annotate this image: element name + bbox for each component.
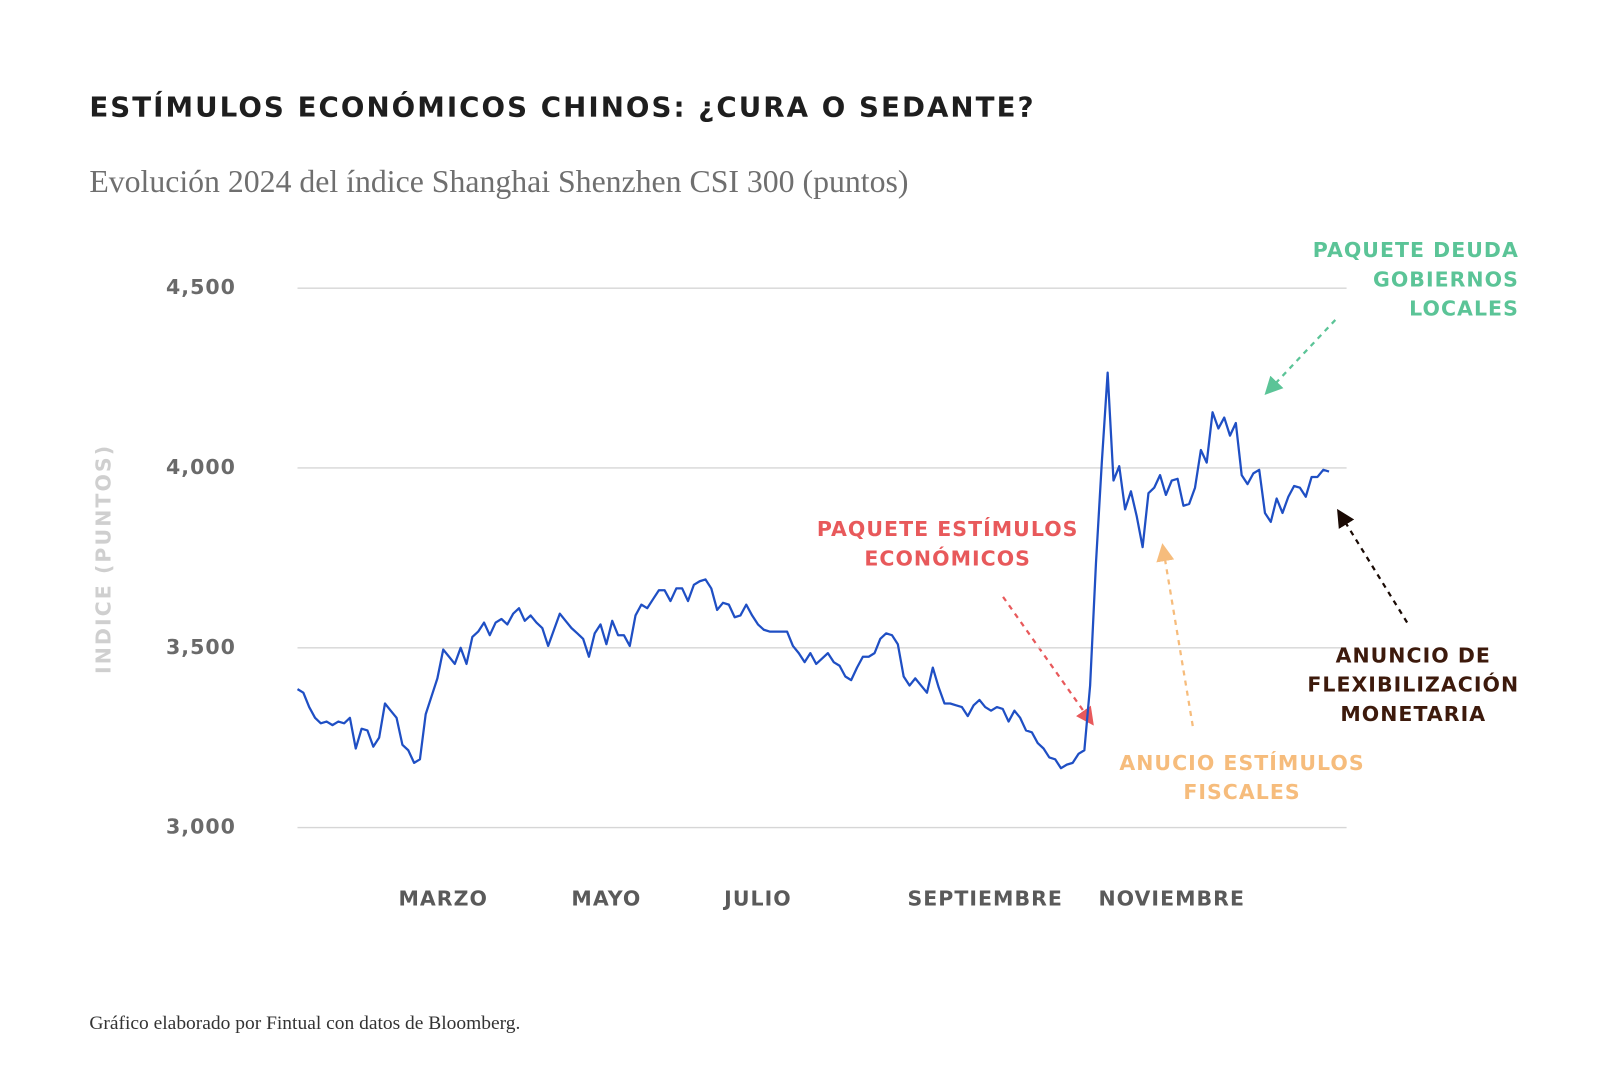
annotation: ECONÓMICOS — [864, 545, 1031, 570]
chart-title: ESTÍMULOS ECONÓMICOS CHINOS: ¿CURA O SED… — [89, 90, 1035, 124]
y-tick-label: 3,000 — [166, 815, 236, 839]
y-tick-label: 4,500 — [166, 275, 236, 299]
y-tick-label: 3,500 — [166, 635, 236, 659]
x-tick-label: MAYO — [571, 886, 641, 910]
arrows — [1002, 319, 1409, 727]
x-tick-label: JULIO — [722, 886, 792, 910]
arrow — [1156, 543, 1194, 727]
annotation: PAQUETE ESTÍMULOS — [817, 516, 1079, 541]
arrow — [1337, 508, 1409, 624]
annotation: FLEXIBILIZACIÓN — [1307, 672, 1519, 697]
annotation: FISCALES — [1183, 780, 1300, 804]
annotation: LOCALES — [1409, 297, 1519, 321]
x-tick-label: SEPTIEMBRE — [907, 886, 1062, 910]
x-tick-label: MARZO — [398, 886, 487, 910]
annotation: GOBIERNOS — [1373, 267, 1519, 291]
x-tick-label: NOVIEMBRE — [1098, 886, 1245, 910]
arrow — [1002, 596, 1094, 726]
annotation: MONETARIA — [1340, 702, 1486, 726]
annotation: ANUNCIO DE — [1336, 643, 1491, 667]
chart-subtitle: Evolución 2024 del índice Shanghai Shenz… — [89, 164, 908, 199]
annotation: PAQUETE DEUDA — [1313, 238, 1519, 262]
y-tick-label: 4,000 — [166, 455, 236, 479]
line — [296, 371, 1330, 770]
arrow — [1264, 319, 1337, 396]
annotation: ANUCIO ESTÍMULOS — [1119, 750, 1364, 775]
footnote: Gráfico elaborado por Fintual con datos … — [89, 1013, 520, 1034]
y-axis-label: INDICE (PUNTOS) — [92, 444, 116, 674]
